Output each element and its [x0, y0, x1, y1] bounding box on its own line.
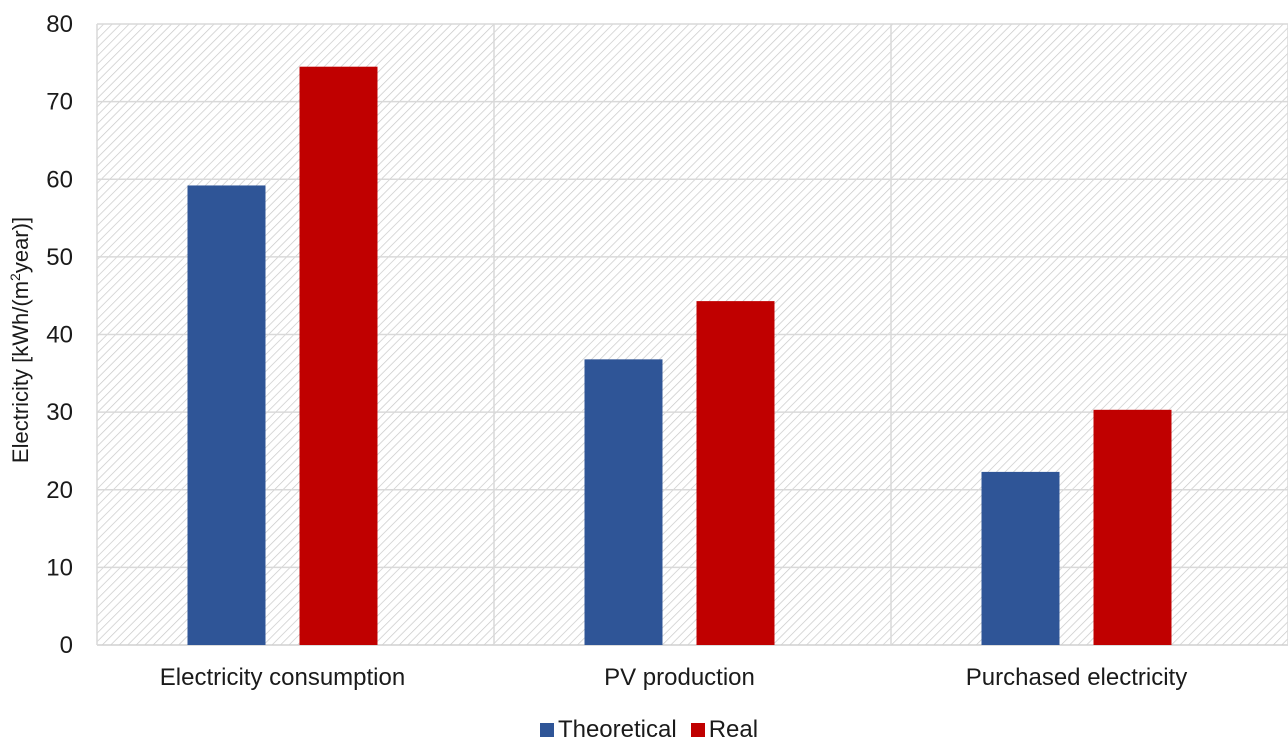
bar-theoretical-1	[187, 185, 266, 645]
legend: Theoretical Real	[0, 716, 1288, 744]
bar-theoretical-2	[584, 359, 663, 645]
y-tick-label: 40	[46, 322, 73, 349]
x-category-label: Electricity consumption	[160, 664, 405, 691]
y-tick-label: 0	[60, 632, 73, 659]
y-axis-title: Electricity [kWh/(m2year)]	[7, 217, 33, 463]
y-tick-label: 80	[46, 11, 73, 38]
bar-real-3	[1093, 409, 1172, 645]
legend-item-real: Real	[690, 716, 759, 744]
legend-swatch-theoretical	[539, 723, 554, 737]
y-tick-label: 70	[46, 89, 73, 116]
x-category-labels: Electricity consumption PV production Purc…	[160, 664, 1187, 691]
legend-label-theoretical: Theoretical	[557, 716, 677, 743]
y-tick-label: 10	[46, 554, 73, 581]
x-category-label: Purchased electricity	[966, 664, 1187, 691]
bar-real-1	[299, 66, 378, 646]
y-tick-labels: 0 10 20 30 40 50 60 70 80	[46, 11, 73, 659]
bar-theoretical-3	[981, 471, 1060, 645]
x-category-label: PV production	[604, 664, 755, 691]
bar-real-2	[696, 301, 775, 645]
legend-label-real: Real	[708, 716, 759, 743]
y-tick-label: 50	[46, 244, 73, 271]
y-tick-label: 20	[46, 477, 73, 504]
bars	[187, 66, 1172, 646]
legend-swatch-real	[690, 723, 705, 737]
y-tick-label: 30	[46, 399, 73, 426]
gridlines	[96, 23, 1288, 646]
legend-item-theoretical: Theoretical	[539, 716, 677, 744]
y-tick-label: 60	[46, 166, 73, 193]
